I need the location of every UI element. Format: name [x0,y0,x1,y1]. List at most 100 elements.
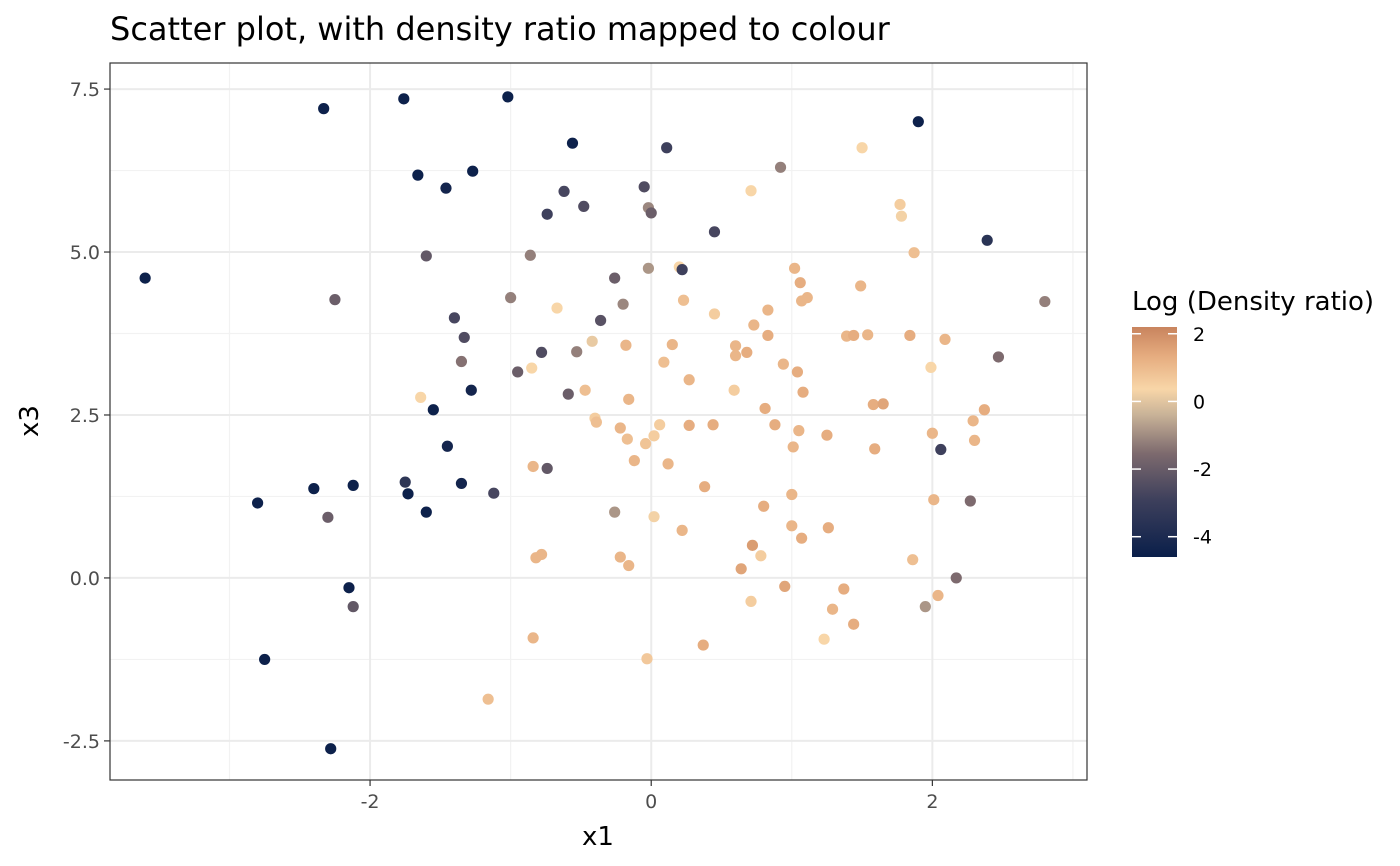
data-point [797,386,809,398]
data-point [818,633,830,645]
data-point [708,308,721,320]
data-point [856,142,868,154]
data-point [867,398,879,411]
data-point [609,506,621,518]
data-point [862,329,874,341]
data-point [465,384,477,396]
data-point [654,419,666,431]
data-point [139,272,151,284]
data-point [912,116,924,128]
data-point [427,404,439,416]
data-point [566,137,579,149]
data-point [826,603,839,615]
legend-tick-label: 2 [1193,324,1205,346]
legend: Log (Density ratio) 2 0 -2 -4 [1132,287,1374,557]
data-point [919,601,931,613]
y-tick-label: 5.0 [70,242,100,264]
data-point [512,366,524,378]
legend-tick-label: 0 [1193,391,1205,413]
data-point [894,198,906,211]
data-point [412,169,424,181]
data-point [620,339,632,351]
data-point [666,338,678,351]
data-point [524,249,536,261]
data-point [793,425,805,437]
data-point [252,497,264,509]
data-point [541,462,553,475]
y-axis-ticks: -2.5 0.0 2.5 5.0 7.5 [63,79,110,753]
data-point [586,335,598,347]
plot-border [109,62,1088,781]
data-point [745,185,757,197]
legend-title: Log (Density ratio) [1132,287,1374,317]
data-point [786,520,798,532]
data-point [347,479,359,491]
data-point [904,329,916,342]
data-point [908,247,920,259]
data-point [639,438,652,450]
data-point [895,210,908,222]
data-point [527,460,539,473]
data-point [848,618,860,630]
data-point [759,402,771,415]
data-point [822,522,834,534]
data-point [482,693,494,705]
data-point [467,165,479,177]
data-point [648,511,660,523]
data-point [648,430,660,442]
data-point [617,298,629,310]
data-point [662,458,674,470]
data-point [791,366,804,378]
data-point [745,595,757,608]
data-point [932,589,944,602]
data-point [769,419,781,431]
data-point [420,250,432,262]
data-point [562,388,574,400]
data-point [535,548,548,561]
data-point [926,427,938,439]
data-point [623,393,635,405]
data-point [855,280,867,292]
data-point [638,181,650,193]
data-point [347,601,359,613]
data-point [455,477,468,490]
data-point [642,262,655,274]
data-point [755,550,767,562]
legend-ticks: 2 0 -2 -4 [1132,324,1212,549]
data-point [526,362,538,374]
data-point [595,314,607,327]
data-point [728,384,740,396]
data-point [1039,295,1051,308]
data-point [697,639,709,651]
x-tick-label: 0 [645,791,657,813]
x-tick-label: -2 [361,791,380,813]
data-point [869,443,881,455]
data-point [318,103,330,115]
data-point [402,488,414,500]
data-point [762,304,774,316]
data-point [777,358,789,370]
y-tick-label: -2.5 [63,731,100,753]
data-point [735,563,747,575]
y-tick-label: 2.5 [70,405,100,427]
y-axis-title: x3 [15,405,45,437]
data-point [527,632,539,644]
data-point [729,350,742,362]
data-point [748,319,760,331]
data-point [329,294,341,306]
x-axis-ticks: -2 0 2 [361,780,938,813]
data-point [992,351,1005,363]
data-point [458,331,470,344]
data-point [978,404,990,416]
data-point [746,539,759,551]
data-point [789,262,801,274]
data-point [399,476,411,488]
data-point [343,582,355,594]
chart-title: Scatter plot, with density ratio mapped … [110,10,891,48]
data-point [683,374,695,386]
data-point [676,264,688,276]
data-point [658,356,670,368]
data-point [621,433,633,445]
data-point [614,551,626,563]
